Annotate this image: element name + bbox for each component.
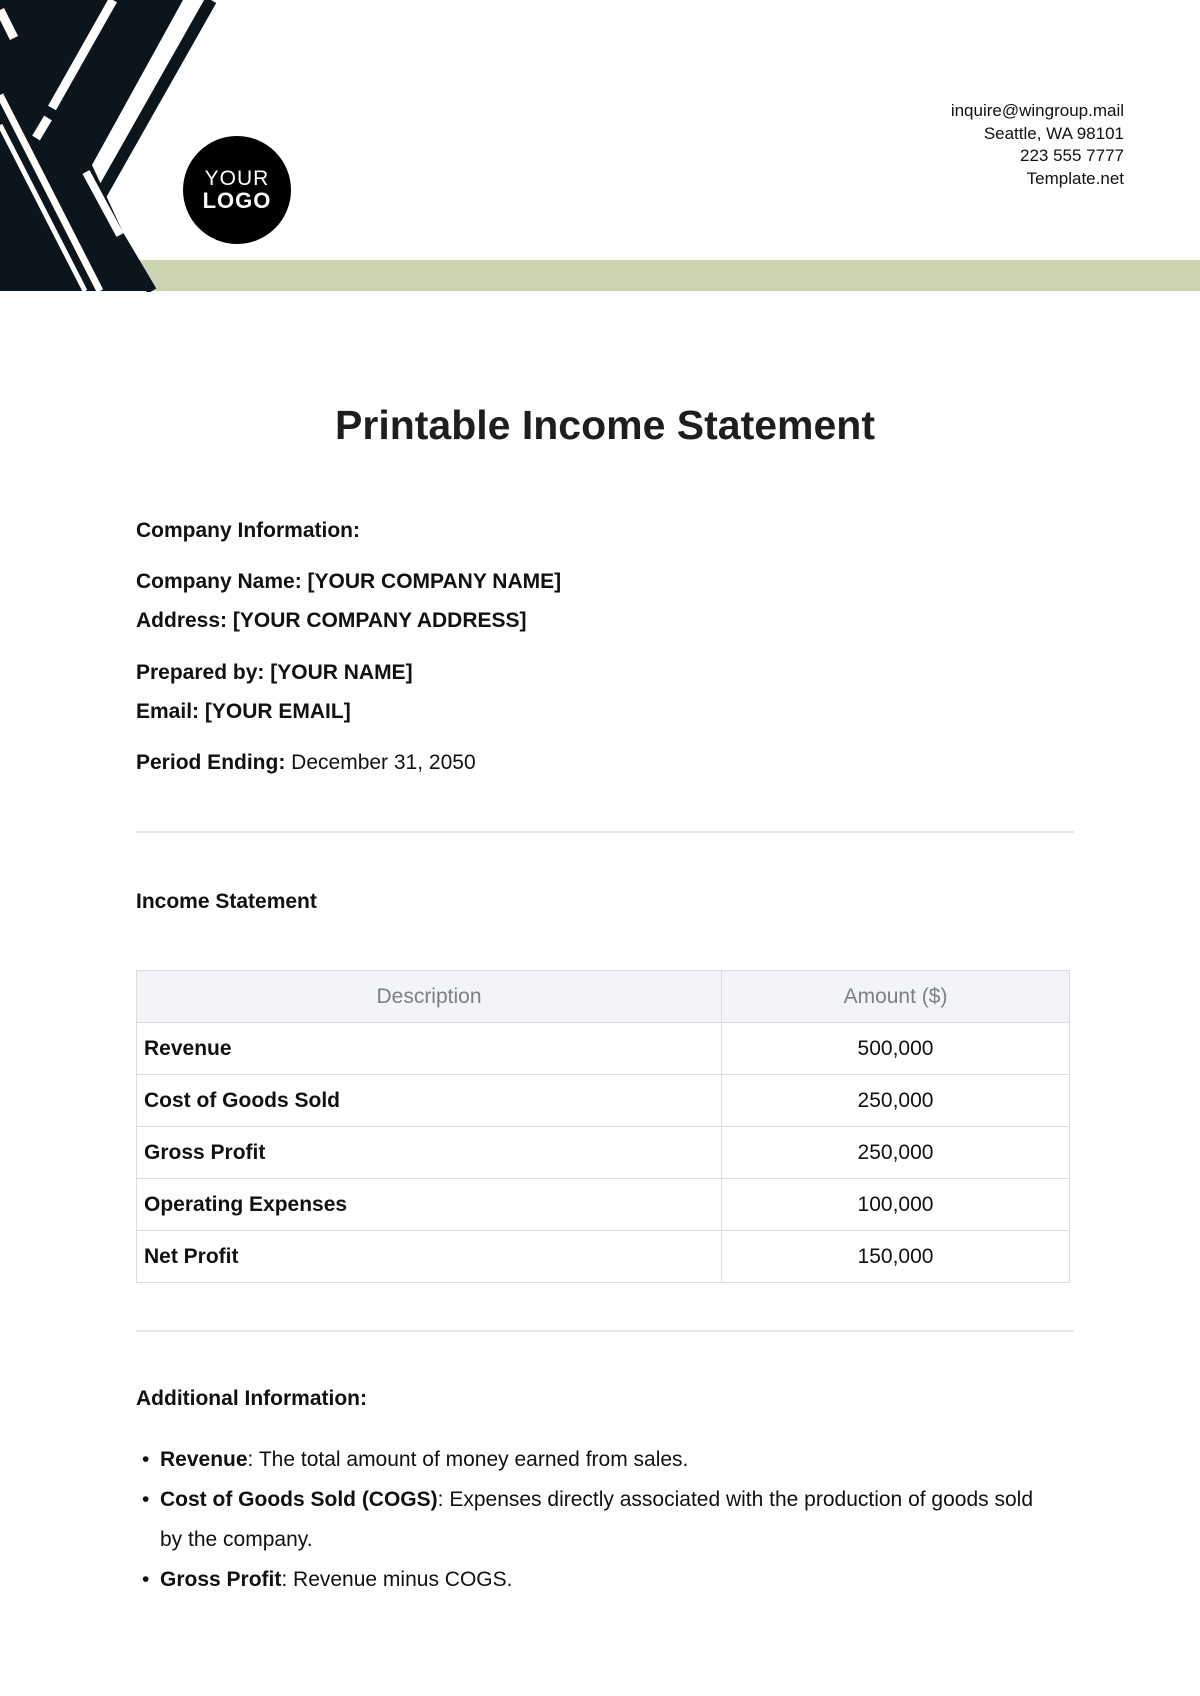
email: Email: [YOUR EMAIL]: [136, 700, 351, 723]
row-description: Operating Expenses: [136, 1178, 722, 1231]
list-item: Gross Profit: Revenue minus COGS.: [136, 1560, 1036, 1600]
additional-heading: Additional Information:: [136, 1387, 367, 1410]
row-amount: 250,000: [721, 1126, 1070, 1179]
table-row: Revenue 500,000: [136, 1022, 1070, 1075]
row-amount: 100,000: [721, 1178, 1070, 1231]
column-amount: Amount ($): [721, 970, 1070, 1023]
header-decoration: [0, 0, 1200, 292]
white-stripe: [0, 93, 104, 292]
table-row: Operating Expenses 100,000: [136, 1178, 1070, 1231]
contact-info: inquire@wingroup.mail Seattle, WA 98101 …: [951, 100, 1124, 190]
white-stripe: [0, 7, 19, 41]
table-row: Cost of Goods Sold 250,000: [136, 1074, 1070, 1127]
row-amount: 500,000: [721, 1022, 1070, 1075]
logo-line1: YOUR: [204, 167, 270, 190]
company-name: Company Name: [YOUR COMPANY NAME]: [136, 570, 562, 593]
column-description: Description: [136, 970, 722, 1023]
contact-email: inquire@wingroup.mail: [950, 101, 1124, 120]
contact-address: Seattle, WA 98101: [983, 123, 1124, 143]
white-stripe: [48, 0, 117, 111]
row-description: Gross Profit: [136, 1126, 722, 1179]
row-description: Revenue: [136, 1022, 722, 1075]
list-item: Revenue: The total amount of money earne…: [136, 1440, 1036, 1480]
white-stripe: [82, 170, 124, 237]
contact-phone: 223 555 7777: [1020, 146, 1124, 165]
company-logo: YOUR LOGO: [183, 136, 291, 244]
income-table: Description Amount ($) Revenue 500,000 Co…: [136, 970, 1070, 1283]
page-title: Printable Income Statement: [335, 402, 875, 448]
white-stripe: [0, 123, 88, 292]
row-amount: 150,000: [721, 1230, 1070, 1283]
table-header: Description Amount ($): [136, 970, 1070, 1023]
statement-heading: Income Statement: [136, 890, 317, 913]
company-address: Address: [YOUR COMPANY ADDRESS]: [136, 609, 527, 632]
prepared-by: Prepared by: [YOUR NAME]: [136, 661, 413, 684]
table-row: Gross Profit 250,000: [136, 1126, 1070, 1179]
row-description: Cost of Goods Sold: [136, 1074, 722, 1127]
accent-band: [100, 260, 1200, 291]
white-stripe: [32, 115, 52, 141]
contact-website: Template.net: [1026, 168, 1124, 188]
thin-stripe: [89, 0, 217, 208]
table-row: Net Profit 150,000: [136, 1230, 1070, 1283]
list-item: Cost of Goods Sold (COGS): Expenses dire…: [136, 1480, 1036, 1560]
row-description: Net Profit: [136, 1230, 722, 1283]
divider: [136, 1330, 1074, 1332]
logo-line2: LOGO: [202, 188, 272, 213]
period-ending: Period Ending: December 31, 2050: [136, 751, 476, 774]
company-heading: Company Information:: [136, 519, 360, 542]
additional-list: Revenue: The total amount of money earne…: [136, 1440, 1036, 1600]
row-amount: 250,000: [721, 1074, 1070, 1127]
divider: [136, 831, 1074, 833]
